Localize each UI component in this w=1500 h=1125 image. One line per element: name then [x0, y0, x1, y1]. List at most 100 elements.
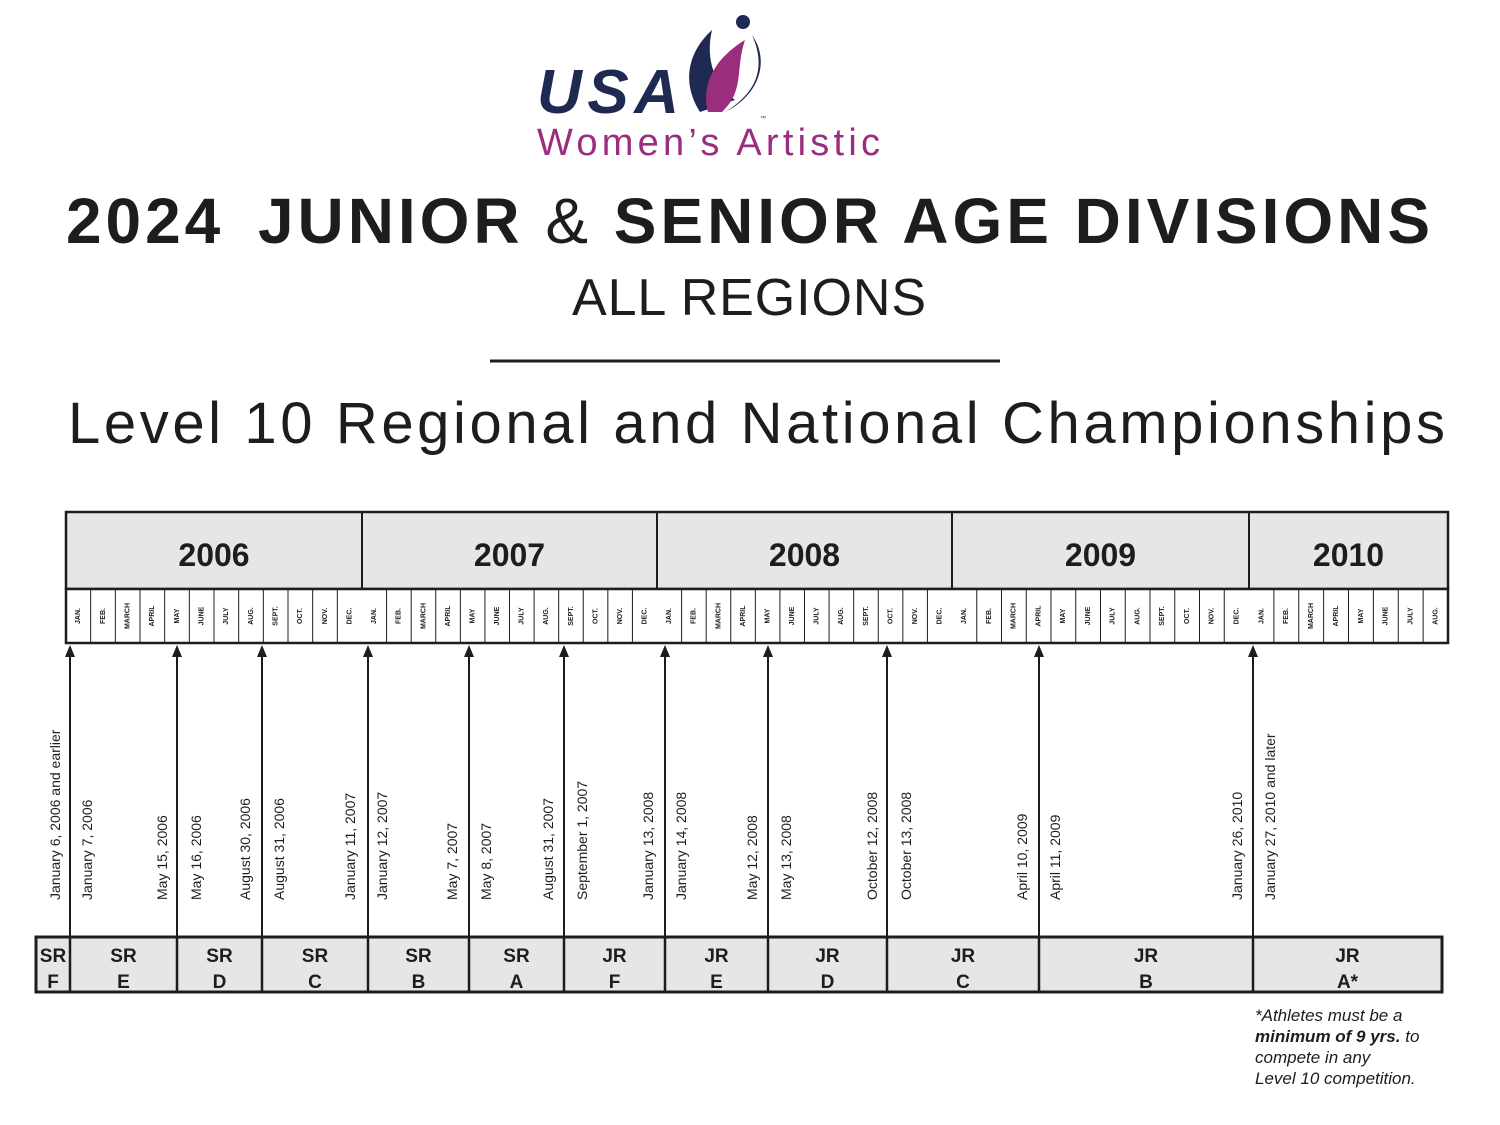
division-letter: C — [308, 972, 322, 993]
month-label: JUNE — [1383, 606, 1390, 625]
division-group: SR — [302, 946, 329, 967]
division-label: SR A — [503, 946, 530, 993]
month-label: DEC. — [937, 608, 944, 625]
division-letter: D — [821, 972, 835, 993]
month-label: DEC. — [642, 608, 649, 625]
division-group: SR — [405, 946, 432, 967]
date-label: October 13, 2008 — [898, 792, 914, 900]
month-label: AUG. — [543, 607, 550, 625]
date-label: May 7, 2007 — [444, 823, 460, 900]
month-label: AUG. — [1432, 607, 1439, 625]
month-label: APRIL — [445, 605, 452, 627]
month-label: AUG. — [248, 607, 255, 625]
footnote-rest: to — [1405, 1027, 1419, 1046]
month-label: NOV. — [912, 608, 919, 625]
division-label: JR F — [602, 946, 627, 993]
arrow-head — [882, 645, 892, 657]
division-label: JR E — [704, 946, 729, 993]
date-label: January 7, 2006 — [79, 799, 95, 900]
division-letter: D — [213, 972, 227, 993]
date-label: January 12, 2007 — [374, 792, 390, 900]
arrow-head — [1248, 645, 1258, 657]
month-label: SEPT. — [863, 606, 870, 626]
timeline: 2006 JAN. FEB. MARCH APRIL MAY JUNE JULY AUG. SEP… — [34, 510, 1450, 994]
month-label: JUNE — [1085, 606, 1092, 625]
year-label: 2008 — [769, 537, 840, 573]
division-group: SR — [40, 946, 67, 967]
date-label: January 26, 2010 — [1229, 792, 1245, 900]
title-junior: JUNIOR — [258, 185, 520, 257]
division-row — [34, 935, 1444, 994]
month-label: JULY — [814, 607, 821, 625]
date-label: January 6, 2006 and earlier — [47, 729, 63, 900]
date-label: May 8, 2007 — [478, 823, 494, 900]
arrow-head — [660, 645, 670, 657]
division-group: JR — [1335, 946, 1360, 967]
footnote-line: minimum of 9 yrs. to — [1255, 1027, 1419, 1046]
logo-mark: USA — [537, 58, 679, 127]
year-row — [64, 510, 1450, 591]
month-label: JAN. — [371, 608, 378, 624]
date-label: April 10, 2009 — [1014, 813, 1030, 900]
month-label: JAN. — [666, 608, 673, 624]
division-letter: F — [47, 972, 59, 993]
date-label: August 30, 2006 — [237, 798, 253, 900]
date-label: May 15, 2006 — [154, 815, 170, 900]
footnote-line: compete in any — [1255, 1048, 1372, 1067]
division-group: JR — [1134, 946, 1159, 967]
month-label: OCT. — [592, 608, 599, 624]
division-label: JR A* — [1335, 946, 1360, 993]
division-letter: C — [956, 972, 970, 993]
month-label: FEB. — [691, 608, 698, 624]
division-label: SR B — [405, 946, 432, 993]
month-label: APRIL — [740, 605, 747, 627]
date-label: August 31, 2007 — [540, 798, 556, 900]
date-label: August 31, 2006 — [271, 798, 287, 900]
footnote-line: *Athletes must be a — [1255, 1006, 1402, 1025]
month-row — [64, 587, 1450, 645]
month-label: FEB. — [100, 608, 107, 624]
month-label: AUG. — [838, 607, 845, 625]
division-letter: B — [412, 972, 426, 993]
date-label: January 11, 2007 — [342, 793, 358, 900]
division-group: JR — [602, 946, 627, 967]
month-label: FEB. — [986, 608, 993, 624]
month-label: JUNE — [199, 606, 206, 625]
division-label: JR C — [951, 946, 976, 993]
year-label: 2009 — [1065, 537, 1136, 573]
month-label: MAY — [1358, 608, 1365, 623]
division-group: JR — [704, 946, 729, 967]
division-letter: A* — [1337, 972, 1359, 993]
date-label: January 27, 2010 and later — [1262, 733, 1278, 900]
month-label: APRIL — [149, 605, 156, 627]
division-letter: E — [710, 972, 723, 993]
arrow-head — [172, 645, 182, 657]
title-amp: & — [545, 185, 588, 257]
month-label: MAY — [764, 608, 771, 623]
logo-subtitle: Women’s Artistic — [537, 122, 880, 164]
month-label: DEC. — [1233, 608, 1240, 625]
title-senior: SENIOR AGE DIVISIONS — [614, 185, 1430, 257]
arrow-head — [65, 645, 75, 657]
footnote: *Athletes must be a minimum of 9 yrs. to… — [1255, 1006, 1419, 1088]
month-label: OCT. — [887, 608, 894, 624]
division-group: JR — [951, 946, 976, 967]
date-label: September 1, 2007 — [574, 781, 590, 900]
logo-dot — [736, 15, 750, 29]
footnote-emphasis: minimum of 9 yrs. — [1255, 1027, 1400, 1046]
month-label: MARCH — [1011, 603, 1018, 629]
month-label: JAN. — [961, 608, 968, 624]
year-label: 2007 — [474, 537, 545, 573]
division-group: SR — [206, 946, 233, 967]
month-label: AUG. — [1134, 607, 1141, 625]
month-label: MAY — [1060, 608, 1067, 623]
month-label: NOV. — [617, 608, 624, 625]
arrow-head — [464, 645, 474, 657]
logo: USA ™ Women’s Artistic — [537, 15, 880, 164]
date-label: May 16, 2006 — [188, 815, 204, 900]
subtitle: ALL REGIONS — [572, 269, 926, 327]
division-label: SR D — [206, 946, 233, 993]
division-label: JR B — [1134, 946, 1159, 993]
logo-trademark: ™ — [760, 115, 766, 122]
month-label: SEPT. — [273, 606, 280, 626]
